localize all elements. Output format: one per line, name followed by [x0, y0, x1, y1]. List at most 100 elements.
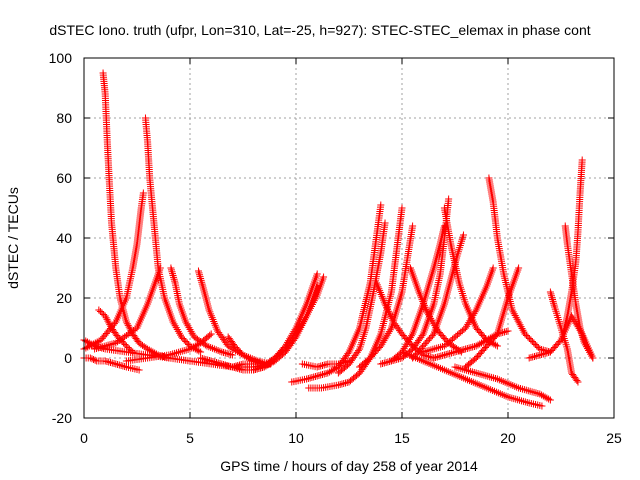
data-point	[196, 273, 204, 281]
x-tick-label: 10	[288, 430, 304, 446]
series-arc-5	[80, 189, 147, 353]
data-point	[197, 276, 205, 284]
data-point	[510, 395, 518, 403]
axis-tick-labels: 0 5 10 15 20 25 -20 0 20 40 60 80 100	[49, 50, 622, 446]
data-point	[459, 231, 467, 239]
data-point	[527, 336, 535, 344]
data-point	[539, 392, 547, 400]
data-point	[324, 369, 332, 377]
series-arc-21	[356, 222, 417, 371]
data-point	[129, 327, 137, 334]
data-point	[302, 314, 310, 322]
data-point	[451, 363, 459, 371]
series-arc-36	[525, 312, 597, 362]
data-point	[178, 347, 186, 355]
data-point	[384, 329, 392, 337]
data-point	[121, 341, 129, 348]
series-arc-24	[440, 204, 501, 350]
data-point	[384, 305, 392, 313]
data-point	[536, 390, 544, 398]
data-point	[176, 348, 184, 356]
data-point	[530, 339, 538, 347]
data-point	[530, 388, 538, 396]
data-point	[167, 264, 175, 272]
data-point	[571, 317, 579, 325]
data-point	[156, 264, 164, 272]
series-arc-15	[262, 273, 328, 368]
data-point	[197, 348, 205, 356]
data-point	[196, 271, 204, 279]
data-point	[124, 344, 132, 351]
data-point	[127, 347, 135, 354]
data-point	[435, 344, 443, 352]
data-point	[122, 342, 130, 350]
data-point	[519, 397, 527, 405]
data-point	[96, 308, 104, 315]
data-point	[144, 345, 152, 353]
data-point	[547, 290, 555, 298]
data-point	[543, 394, 551, 402]
series-arc-25	[387, 222, 448, 365]
data-point	[476, 370, 484, 378]
data-point	[119, 334, 127, 342]
series-arc-9	[122, 330, 215, 365]
y-tick-label: 60	[56, 170, 72, 186]
data-point	[520, 386, 528, 394]
data-point	[206, 331, 214, 339]
data-point	[463, 322, 471, 330]
data-point	[514, 396, 522, 404]
data-point	[469, 311, 477, 319]
data-point	[169, 272, 177, 279]
data-point	[528, 338, 536, 345]
data-point	[408, 332, 416, 340]
data-point	[377, 201, 385, 209]
data-point	[110, 340, 118, 348]
data-point	[531, 341, 539, 348]
data-point	[188, 344, 196, 352]
data-point	[550, 299, 558, 307]
data-point	[104, 317, 112, 325]
data-point	[465, 319, 473, 327]
data-point	[379, 338, 387, 346]
data-point	[139, 189, 147, 197]
data-point	[101, 312, 109, 320]
data-point	[129, 348, 137, 356]
series-arc-2	[80, 354, 143, 374]
data-point	[573, 321, 581, 329]
data-point	[470, 310, 478, 318]
data-point	[575, 325, 583, 333]
data-point	[541, 393, 549, 401]
data-point	[241, 352, 249, 360]
x-axis-label: GPS time / hours of day 258 of year 2014	[220, 458, 478, 474]
data-point	[239, 351, 247, 359]
data-point	[533, 342, 541, 350]
data-point	[297, 321, 305, 329]
data-point	[296, 323, 304, 331]
y-tick-label: 100	[49, 50, 73, 66]
data-point	[228, 351, 236, 359]
data-point	[471, 308, 479, 316]
data-point	[103, 315, 111, 323]
data-point	[470, 368, 478, 376]
data-point	[110, 320, 118, 328]
data-point	[466, 317, 474, 325]
series-arc-35	[559, 156, 586, 338]
data-point	[378, 340, 386, 348]
data-point	[95, 306, 103, 314]
x-tick-label: 15	[394, 430, 410, 446]
data-point	[492, 341, 500, 349]
data-point	[438, 343, 446, 351]
data-point	[207, 330, 215, 338]
data-point	[468, 313, 476, 321]
data-point	[167, 266, 175, 274]
data-point	[294, 326, 302, 334]
series-arc-7	[91, 264, 164, 353]
data-point	[292, 330, 300, 338]
data-point	[518, 385, 526, 393]
data-point	[429, 345, 437, 353]
data-point	[550, 301, 558, 309]
data-point	[486, 373, 494, 381]
data-point	[462, 324, 470, 332]
data-point	[381, 300, 389, 308]
data-point	[484, 372, 492, 380]
